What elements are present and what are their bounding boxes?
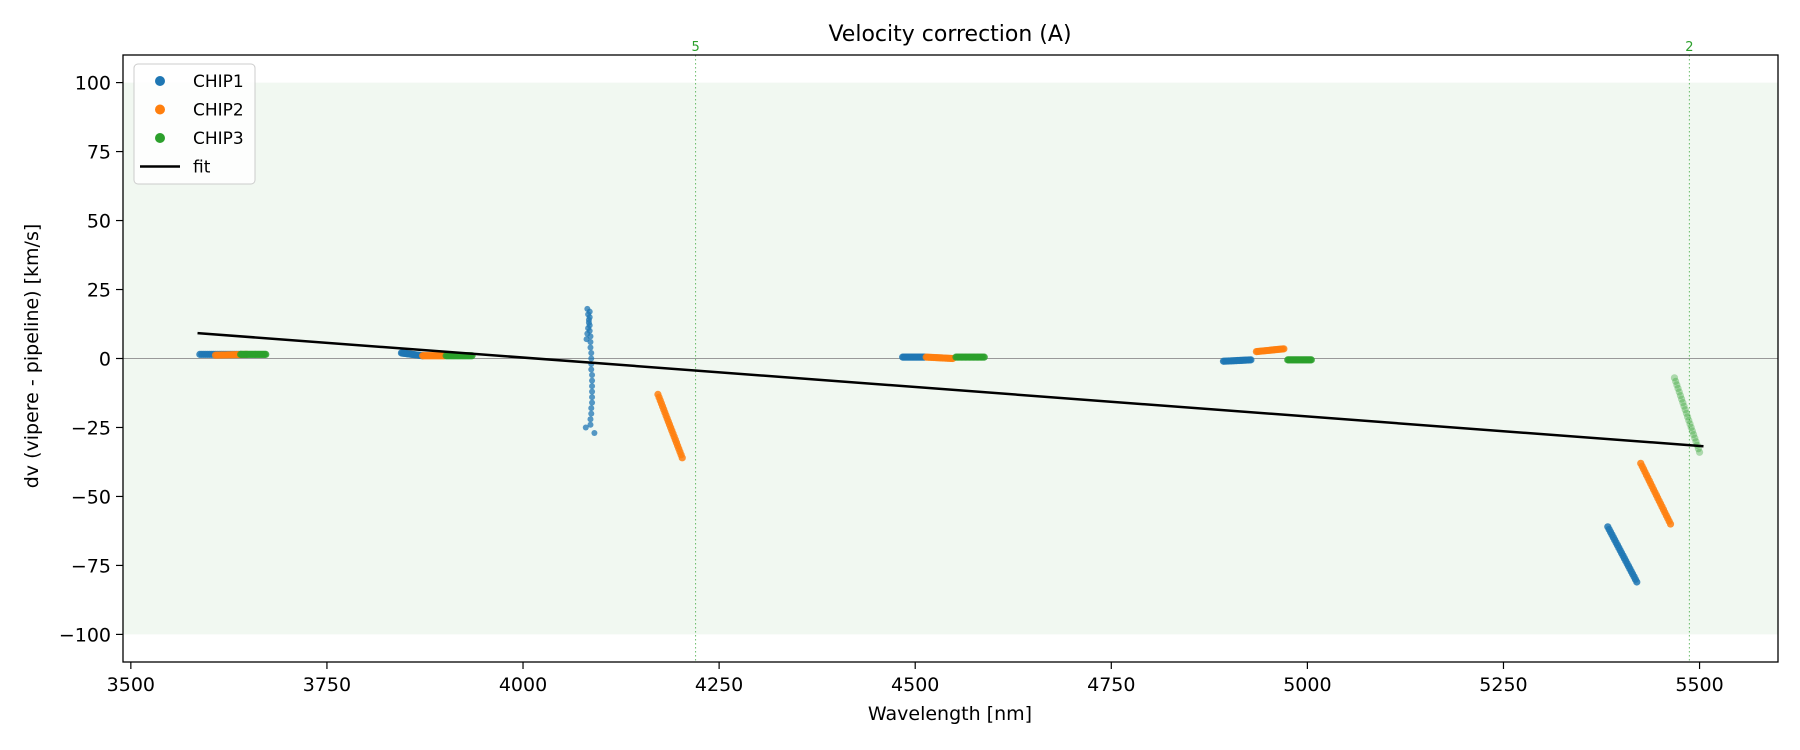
x-tick-label-5250: 5250	[1479, 674, 1527, 696]
chip1-points-2-27	[583, 336, 590, 343]
x-tick-label-4000: 4000	[499, 674, 547, 696]
y-tick-label--50: −50	[71, 486, 111, 508]
chip1-points-4-21	[1247, 356, 1255, 364]
chip1-points-2-26	[584, 330, 591, 337]
chip1-points-2-22	[586, 308, 593, 315]
y-tick-label-50: 50	[87, 211, 111, 233]
chip1-points-2-13	[589, 377, 596, 384]
legend-swatch-1	[155, 104, 165, 115]
chip1-points-2-14	[589, 383, 596, 390]
y-tick-label-75: 75	[87, 142, 111, 164]
x-tick-label-3500: 3500	[107, 674, 155, 696]
chip3-points-2-21	[980, 353, 988, 361]
chip3-points-4-11	[1684, 413, 1692, 421]
chip3-points-4-10	[1682, 409, 1691, 417]
chip3-points-4-5	[1676, 391, 1685, 400]
vline-label-1: 2	[1685, 40, 1693, 55]
chip3-points-0-21	[262, 350, 270, 358]
chip1-points-2-25	[585, 325, 592, 332]
legend-label-3: fit	[193, 158, 211, 178]
legend-label-1: CHIP2	[193, 101, 244, 121]
chip2-points-2-21	[678, 454, 686, 462]
plot-area: 5 2 3500 3750 4000 4250 4500 4750 5000 5250 5500 −1…	[59, 40, 1779, 696]
chip2-points-4-21	[1280, 345, 1288, 353]
chip2-points-5-21	[1666, 520, 1675, 528]
chip1-points-2-9	[588, 355, 595, 362]
legend-label-2: CHIP3	[193, 129, 244, 149]
chip3-points-4-14	[1687, 423, 1695, 432]
chip1-points-2-29	[591, 429, 598, 436]
legend-swatch-0	[155, 76, 165, 86]
chip3-points-4-3	[1674, 384, 1682, 393]
chip3-points-4-18	[1692, 438, 1700, 446]
chip1-points-2-18	[588, 405, 595, 412]
chip1-points-5-21	[1633, 578, 1641, 586]
chart-title: Velocity correction (A)	[828, 22, 1071, 47]
chip3-points-4-17	[1691, 434, 1699, 442]
chip1-points-2-15	[589, 388, 596, 395]
fit-line	[197, 331, 1704, 448]
x-tick-label-5500: 5500	[1675, 674, 1723, 696]
legend: CHIP1 CHIP2 CHIP3 fit	[133, 63, 256, 185]
x-tick-label-5000: 5000	[1283, 674, 1331, 696]
vline-label-0: 5	[691, 40, 699, 55]
x-tick-label-3750: 3750	[303, 674, 351, 696]
chip1-points-2-12	[589, 372, 596, 379]
y-tick-label-25: 25	[87, 280, 111, 302]
chip1-points-2-16	[589, 394, 596, 401]
chip1-points-2-21	[587, 421, 594, 428]
chip3-points-3-21	[1307, 356, 1315, 364]
y-tick-label-100: 100	[75, 73, 111, 95]
chip3-points-4-0	[1670, 374, 1679, 382]
chip3-points-4-8	[1680, 402, 1688, 410]
chip3-points-4-7	[1679, 399, 1687, 407]
y-axis-label: dv (vipere - pipeline) [km/s]	[21, 224, 43, 489]
x-tick-label-4750: 4750	[1087, 674, 1135, 696]
chip3-points-4-4	[1675, 388, 1683, 396]
y-tick-label--75: −75	[71, 555, 111, 577]
chip3-points-4-6	[1678, 395, 1686, 403]
chip3-points-4-21	[1695, 448, 1704, 456]
y-tick-label--25: −25	[71, 417, 111, 439]
chip3-points-4-12	[1685, 416, 1693, 424]
chip1-points-2-8	[588, 349, 595, 356]
chip1-points-2-19	[588, 410, 595, 417]
y-tick-label-0: 0	[99, 349, 111, 371]
chip3-points-4-1	[1672, 377, 1680, 385]
chip3-points-4-9	[1681, 406, 1689, 414]
legend-box	[133, 63, 256, 185]
chip3-points-4-13	[1686, 420, 1694, 428]
legend-label-0: CHIP1	[193, 72, 244, 92]
chip1-points-2-7	[587, 344, 594, 351]
chip3-points-4-16	[1689, 430, 1698, 439]
legend-swatch-2	[155, 133, 165, 143]
chip1-points-2-17	[589, 399, 596, 406]
x-axis-label: Wavelength [nm]	[868, 703, 1032, 725]
chip1-points-2-20	[587, 416, 594, 423]
chip3-points-4-15	[1688, 427, 1696, 435]
chip3-points-4-2	[1673, 381, 1681, 389]
chip1-points-2-23	[586, 314, 593, 321]
x-tick-label-4250: 4250	[695, 674, 743, 696]
y-tick-label--100: −100	[59, 624, 111, 646]
chip1-points-2-11	[588, 366, 595, 373]
chip1-points-2-24	[585, 319, 592, 326]
x-tick-label-4500: 4500	[891, 674, 939, 696]
chip1-points-2-28	[582, 424, 589, 431]
